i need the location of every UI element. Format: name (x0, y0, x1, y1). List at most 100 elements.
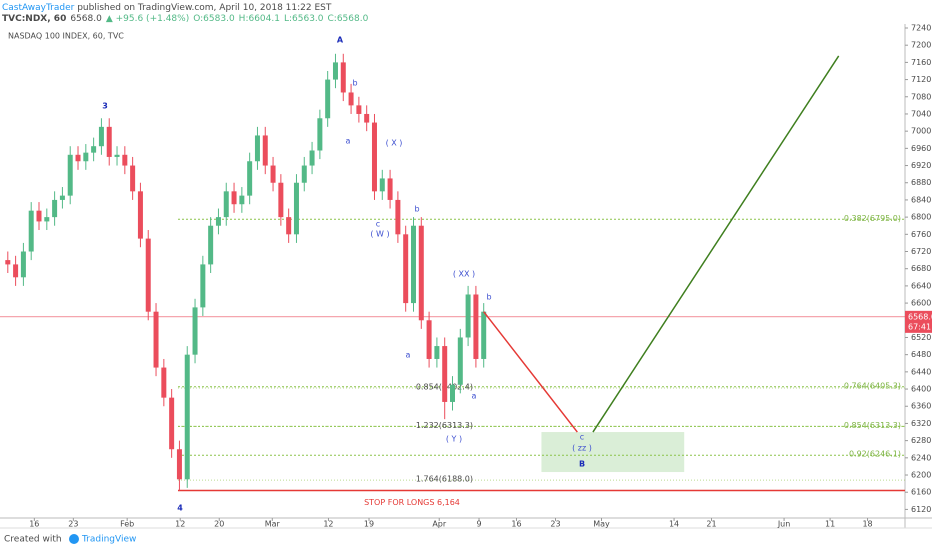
x-tick-label: 18 (862, 520, 872, 529)
candle-body (450, 384, 455, 402)
candle-body (286, 217, 292, 235)
candle-body (59, 195, 65, 200)
footer-created: Created with (4, 535, 62, 545)
candle-body (426, 320, 432, 359)
candle-body (418, 225, 424, 321)
candle-body (231, 191, 237, 205)
candle-body (5, 260, 11, 265)
projection-line (592, 55, 840, 433)
x-tick-label: 14 (669, 520, 679, 529)
candle-body (278, 182, 284, 218)
y-tick-label: 6520 (911, 333, 931, 342)
y-tick-label: 6960 (911, 144, 931, 153)
candle-body (465, 294, 471, 338)
y-tick-label: 6800 (911, 213, 931, 222)
candle-body (356, 105, 362, 114)
candle-body (130, 165, 136, 192)
chart-title: NASDAQ 100 INDEX, 60, TVC (8, 32, 124, 41)
wave-label: A (337, 36, 344, 45)
candle-body (254, 135, 260, 162)
wave-label: a (346, 137, 351, 146)
x-tick-label: 9 (476, 520, 481, 529)
y-tick-label: 6440 (911, 367, 931, 376)
x-tick-label: 23 (550, 520, 560, 529)
high: H:6604.1 (239, 14, 280, 24)
candle-body (247, 161, 253, 196)
wave-label: a (406, 351, 411, 360)
x-tick-label: 12 (175, 520, 185, 529)
x-tick-label: May (593, 520, 610, 529)
candle-body (473, 294, 479, 359)
symbol: TVC:NDX, 60 (2, 14, 66, 24)
publisher[interactable]: CastAwayTrader (2, 3, 75, 13)
candle-body (340, 62, 346, 93)
fib-label: 0.764(6405.3) (844, 381, 901, 390)
y-tick-label: 7120 (911, 75, 931, 84)
candle-body (457, 337, 463, 385)
x-tick-label: Feb (120, 520, 134, 529)
wave-label: ( zz ) (572, 444, 592, 453)
x-tick-label: Jun (777, 520, 791, 529)
candle-body (239, 195, 245, 205)
last-price-label: 6568.0 (908, 312, 932, 321)
candle-body (442, 346, 448, 402)
candle-body (215, 217, 221, 226)
wave-label: ( X ) (386, 139, 403, 148)
last-price-box (905, 310, 932, 333)
x-tick-label: 19 (364, 520, 374, 529)
x-tick-label: Apr (432, 520, 447, 529)
wave-label: 3 (102, 102, 108, 111)
footer-brand[interactable]: TradingView (81, 535, 136, 545)
candle-body (20, 251, 26, 278)
y-tick-label: 6480 (911, 350, 931, 359)
y-tick-label: 6360 (911, 402, 931, 411)
candle-body (67, 154, 73, 196)
candle-body (114, 154, 120, 157)
target-zone (541, 432, 685, 473)
candle-body (348, 92, 354, 106)
y-tick-label: 6680 (911, 264, 931, 273)
y-tick-label: 7160 (911, 58, 931, 67)
candle-body (434, 346, 440, 359)
candle-body (403, 234, 409, 304)
fib-label: 1.764(6188.0) (416, 475, 473, 484)
candle-body (52, 199, 58, 218)
stop-label: STOP FOR LONGS 6,164 (364, 498, 460, 507)
y-tick-label: 6600 (911, 299, 931, 308)
change: ▲ +95.6 (+1.48%) (106, 14, 189, 24)
candle-body (192, 307, 198, 355)
candle-body (91, 146, 97, 153)
candle-body (332, 62, 338, 80)
y-tick-label: 7240 (911, 24, 931, 33)
x-tick-label: 21 (706, 520, 716, 529)
y-tick-label: 6760 (911, 230, 931, 239)
candle-body (270, 165, 276, 183)
candle-body (325, 79, 331, 119)
candle-body (153, 311, 159, 368)
x-tick-label: 23 (68, 520, 78, 529)
x-tick-label: 12 (323, 520, 333, 529)
candle-body (262, 135, 268, 166)
candle-body (161, 367, 167, 398)
open: O:6583.0 (193, 14, 235, 24)
wave-label: ( XX ) (453, 270, 475, 279)
countdown: 67:41 (908, 322, 931, 331)
candle-body (98, 126, 104, 147)
candle-body (223, 191, 229, 218)
y-tick-label: 6160 (911, 488, 931, 497)
y-tick-label: 6200 (911, 471, 931, 480)
y-tick-label: 6920 (911, 161, 931, 170)
candle-body (28, 210, 34, 252)
candle-body (184, 354, 190, 480)
candle-body (75, 154, 81, 162)
candle-body (169, 397, 175, 450)
candle-body (137, 191, 143, 239)
y-tick-label: 6320 (911, 419, 931, 428)
y-tick-label: 6840 (911, 195, 931, 204)
close: C:6568.0 (328, 14, 369, 24)
candle-body (387, 178, 393, 200)
candle-body (106, 126, 112, 157)
brand-icon (69, 534, 79, 544)
candle-body (379, 178, 385, 192)
